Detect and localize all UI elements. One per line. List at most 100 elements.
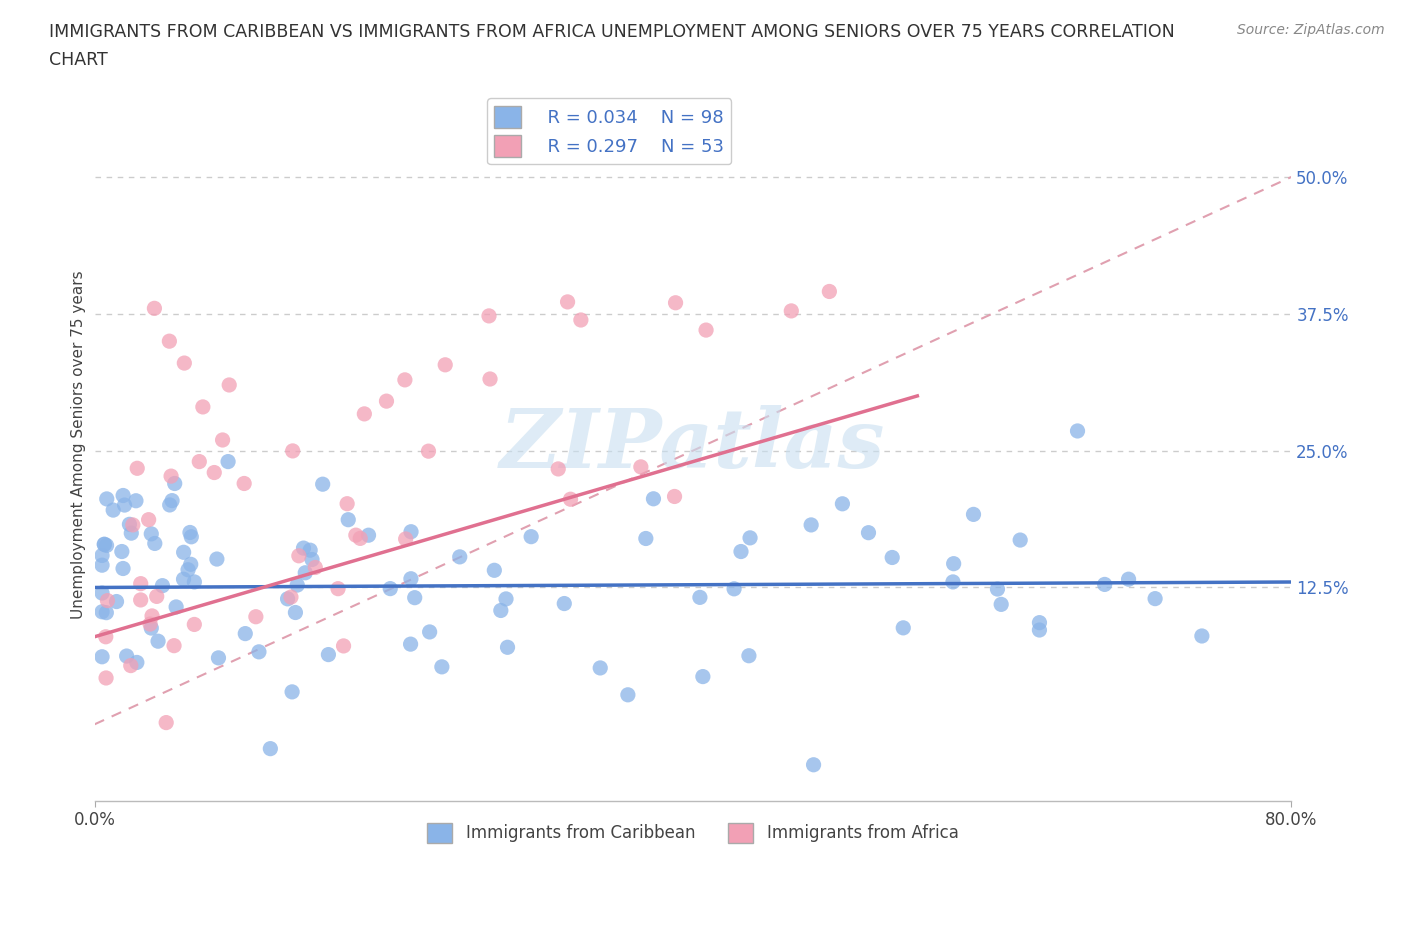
Point [259, 741, 281, 756]
Text: CHART: CHART [49, 51, 108, 69]
Point [180, 529, 202, 544]
Point [738, 648, 761, 663]
Point [349, 531, 371, 546]
Point [141, 608, 163, 623]
Point [177, 563, 200, 578]
Point [557, 295, 579, 310]
Point [127, 461, 149, 476]
Point [96, 605, 118, 620]
Point [399, 571, 422, 586]
Point [692, 670, 714, 684]
Point [173, 572, 195, 587]
Point [112, 561, 135, 576]
Point [399, 525, 422, 539]
Point [1066, 423, 1088, 438]
Point [664, 489, 686, 504]
Point [211, 432, 233, 447]
Point [121, 517, 143, 532]
Point [173, 545, 195, 560]
Point [1010, 533, 1032, 548]
Point [160, 469, 183, 484]
Point [163, 638, 186, 653]
Point [141, 526, 163, 541]
Point [986, 581, 1008, 596]
Point [569, 312, 592, 327]
Point [399, 637, 422, 652]
Point [730, 544, 752, 559]
Point [318, 647, 340, 662]
Point [218, 378, 240, 392]
Point [375, 393, 398, 408]
Point [111, 544, 134, 559]
Point [93, 537, 115, 551]
Point [233, 626, 256, 641]
Point [353, 406, 375, 421]
Point [560, 492, 582, 507]
Point [418, 444, 440, 458]
Point [120, 525, 142, 540]
Point [165, 600, 187, 615]
Point [520, 529, 543, 544]
Point [332, 639, 354, 654]
Point [664, 296, 686, 311]
Point [125, 655, 148, 670]
Point [803, 757, 825, 772]
Point [337, 512, 360, 527]
Point [404, 591, 426, 605]
Point [312, 477, 335, 492]
Point [479, 372, 502, 387]
Point [155, 715, 177, 730]
Point [114, 498, 136, 512]
Point [141, 620, 163, 635]
Point [146, 633, 169, 648]
Point [173, 355, 195, 370]
Point [858, 525, 880, 540]
Point [617, 687, 640, 702]
Point [101, 502, 124, 517]
Point [1028, 622, 1050, 637]
Point [183, 617, 205, 631]
Point [496, 640, 519, 655]
Point [143, 536, 166, 551]
Point [634, 531, 657, 546]
Point [299, 543, 322, 558]
Point [1028, 616, 1050, 631]
Point [233, 476, 256, 491]
Point [129, 577, 152, 591]
Point [780, 303, 803, 318]
Point [962, 507, 984, 522]
Point [145, 589, 167, 604]
Point [183, 575, 205, 590]
Point [301, 552, 323, 567]
Point [344, 527, 367, 542]
Point [179, 525, 201, 540]
Point [630, 459, 652, 474]
Point [394, 372, 416, 387]
Point [1094, 577, 1116, 591]
Point [434, 357, 457, 372]
Point [281, 444, 304, 458]
Point [643, 491, 665, 506]
Text: ZIPatlas: ZIPatlas [501, 405, 886, 485]
Point [1144, 591, 1167, 606]
Point [449, 550, 471, 565]
Point [478, 309, 501, 324]
Point [91, 558, 114, 573]
Point [247, 644, 270, 659]
Point [205, 551, 228, 566]
Point [217, 454, 239, 469]
Point [202, 465, 225, 480]
Point [689, 590, 711, 604]
Point [207, 650, 229, 665]
Point [120, 658, 142, 673]
Point [738, 530, 761, 545]
Point [112, 488, 135, 503]
Text: IMMIGRANTS FROM CARIBBEAN VS IMMIGRANTS FROM AFRICA UNEMPLOYMENT AMONG SENIORS O: IMMIGRANTS FROM CARIBBEAN VS IMMIGRANTS … [49, 23, 1175, 41]
Point [163, 476, 186, 491]
Point [160, 493, 183, 508]
Point [419, 625, 441, 640]
Point [990, 597, 1012, 612]
Point [942, 556, 965, 571]
Point [723, 581, 745, 596]
Point [882, 550, 904, 565]
